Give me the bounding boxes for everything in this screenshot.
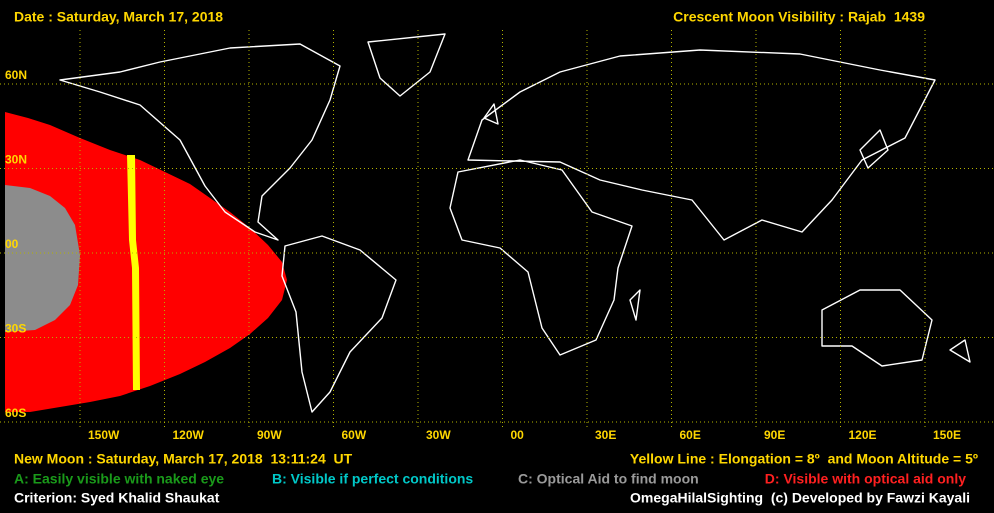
longitude-label: 150W [88,428,120,442]
longitude-label: 120E [849,428,877,442]
legend-a: A: Easily visible with naked eye [14,471,224,487]
longitude-label: 90W [257,428,282,442]
legend-d: D: Visible with optical aid only [765,471,966,487]
graticule: 60N 30N 00 30S 60S 150W 120W 90W 60W 30W 00 30E 60E 9… [0,30,994,442]
latitude-label: 60S [5,406,26,420]
yellow-line-info: Yellow Line : Elongation = 8º and Moon A… [630,451,978,467]
longitude-label: 60W [342,428,367,442]
latitude-label: 00 [5,237,19,251]
continents [59,33,971,413]
longitude-label: 30W [426,428,451,442]
credit: OmegaHilalSighting (c) Developed by Fawz… [630,490,970,506]
date-header: Date : Saturday, March 17, 2018 [14,9,223,25]
map-title: Crescent Moon Visibility : Rajab 1439 [673,9,925,25]
legend-b: B: Visible if perfect conditions [272,471,473,487]
legend-c: C: Optical Aid to find moon [518,471,699,487]
latitude-label: 30S [5,322,26,336]
latitude-label: 30N [5,153,27,167]
longitude-label: 120W [173,428,205,442]
latitude-label: 60N [5,68,27,82]
new-moon-info: New Moon : Saturday, March 17, 2018 13:1… [14,451,353,467]
longitude-label: 30E [595,428,616,442]
longitude-label: 60E [680,428,701,442]
longitude-label: 90E [764,428,785,442]
criterion: Criterion: Syed Khalid Shaukat [14,490,220,506]
longitude-label: 00 [511,428,525,442]
zone-c [5,185,80,332]
yellow-line [127,155,140,390]
longitude-label: 150E [933,428,961,442]
